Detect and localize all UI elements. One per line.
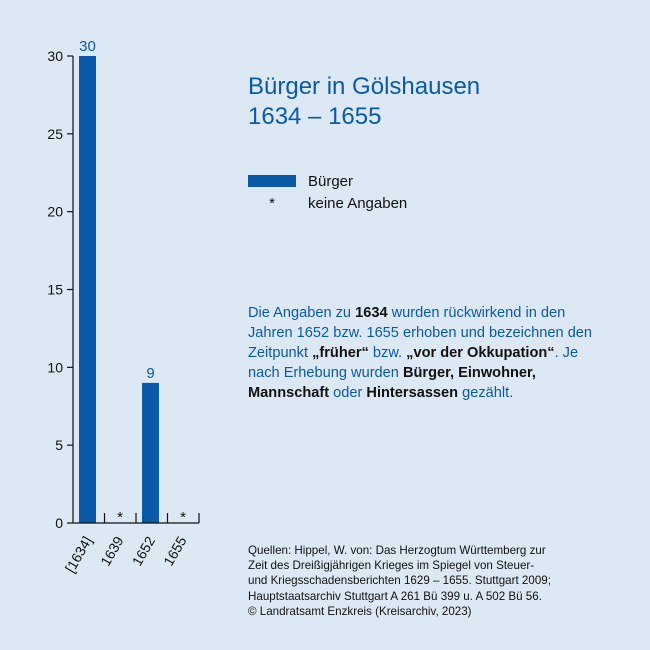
chart-title-line1: Bürger in Gölshausen [248, 73, 481, 100]
bar-chart: 0 5 10 15 20 25 30 30 * 9 * [1634] 1639 1652 1655 [47, 38, 200, 576]
legend-label: Bürger [308, 172, 354, 190]
x-tick-label: 1639 [97, 533, 127, 568]
note-bold: „vor der Okkupation“ [406, 345, 555, 361]
legend-asterisk: * [269, 194, 275, 212]
y-tick-label: 20 [47, 204, 63, 220]
x-tick-label: 1655 [160, 533, 190, 568]
bar [142, 382, 159, 523]
x-tick-label: 1652 [129, 533, 159, 568]
source-line: © Landratsamt Enzkreis (Kreisarchiv, 202… [248, 604, 472, 618]
note-text: wurden rückwirkend in den Jahren 1652 bz… [248, 305, 593, 361]
chart-title-line2: 1634 – 1655 [248, 103, 382, 130]
bars: 30 * 9 * [79, 38, 186, 526]
legend: Bürger * keine Angaben [248, 170, 407, 214]
note-text: bzw. [368, 345, 407, 361]
x-tick-label: [1634] [62, 534, 95, 576]
note-text: gezählt. [458, 385, 514, 401]
y-tick-label: 5 [55, 437, 63, 453]
y-tick-label: 30 [47, 48, 63, 64]
missing-value-marker: * [117, 509, 123, 526]
source-line: Zeit des Dreißigjährigen Krieges im Spie… [248, 559, 535, 573]
legend-item-buerger: Bürger [248, 170, 407, 192]
source-line: Hauptstaatsarchiv Stuttgart A 261 Bü 399… [248, 589, 542, 603]
y-axis: 0 5 10 15 20 25 30 [47, 48, 74, 531]
note-text: oder [329, 385, 367, 401]
source-line: und Kriegsschadensberichten 1629 – 1655.… [248, 574, 551, 588]
note-text: . Je nach Erhebung wurden [248, 345, 579, 381]
source-line: Quellen: Hippel, W. von: Das Herzogtum W… [248, 544, 546, 557]
legend-swatch [248, 175, 296, 187]
y-tick-label: 25 [47, 126, 63, 142]
legend-item-keine-angaben: * keine Angaben [248, 192, 407, 214]
note-bold: Bürger, Einwohner, Mannschaft [248, 365, 536, 401]
bar [79, 56, 96, 523]
missing-value-marker: * [180, 509, 186, 526]
legend-label: keine Angaben [308, 194, 408, 212]
bar-data-label: 9 [146, 365, 154, 382]
y-tick-label: 0 [55, 515, 63, 531]
note-bold: 1634 [355, 305, 388, 321]
explanatory-note: Die Angaben zu 1634 wurden rückwirkend i… [248, 303, 593, 403]
bar-data-label: 30 [79, 38, 96, 55]
note-text: Die Angaben zu [248, 305, 356, 321]
y-tick-label: 15 [47, 282, 63, 298]
source-citation: Quellen: Hippel, W. von: Das Herzogtum W… [248, 543, 593, 619]
y-tick-label: 10 [47, 359, 63, 375]
note-bold: Hintersassen [366, 385, 459, 401]
note-bold: „früher“ [312, 345, 369, 361]
chart-title: Bürger in Gölshausen 1634 – 1655 [248, 72, 480, 132]
